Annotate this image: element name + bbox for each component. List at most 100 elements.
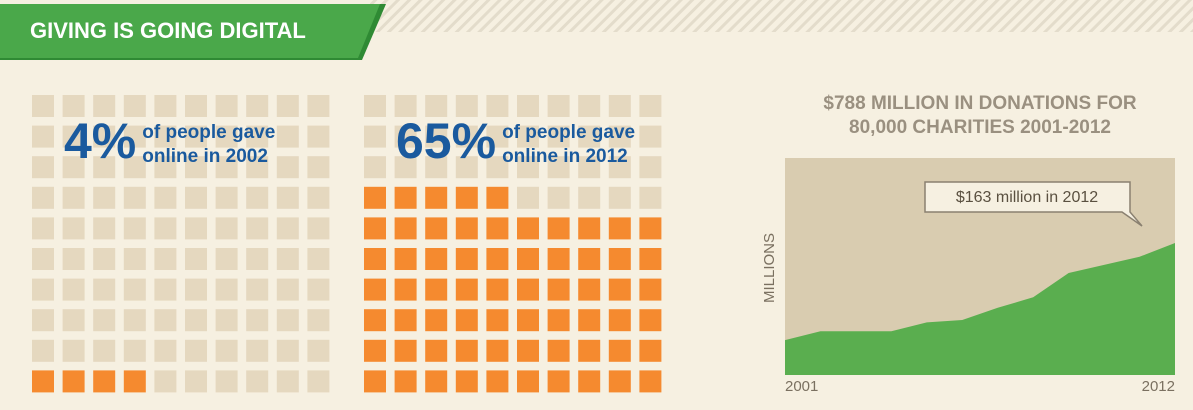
waffle-cell [93,95,116,117]
waffle-cell [364,95,386,117]
waffle-cell-filled [547,217,570,240]
waffle-cell [246,278,269,301]
waffle-cell-filled [455,186,478,209]
waffle-cell-filled [486,217,509,240]
waffle-cell-filled [486,248,509,270]
waffle-cell-filled [425,278,448,301]
waffle-cell [185,125,207,148]
waffle-cell [123,278,146,301]
waffle-cell-filled [486,309,509,332]
waffle-cell-filled [394,339,417,362]
waffle-cell-filled [394,248,417,270]
waffle-cell [154,370,177,393]
waffle-cell-filled [639,278,662,301]
waffle-cell-filled [455,339,478,362]
waffle-cell-filled [517,248,539,270]
waffle-cell-filled [123,370,146,393]
waffle-cell-filled [455,278,478,301]
waffle-cell [32,339,54,362]
waffle-cell [276,278,299,301]
waffle-cell [62,95,85,117]
waffle-cell [154,186,177,209]
waffle-cell-filled [608,309,631,332]
waffle-cell [307,309,330,332]
waffle-cell [547,186,570,209]
waffle-cell [547,125,570,148]
waffle-cell-filled [32,370,54,393]
annotation-box [924,181,1143,227]
waffle-cell [246,186,269,209]
waffle-cell [185,95,207,117]
waffle-cell [307,156,330,179]
waffle-cell [608,186,631,209]
waffle-cell [154,339,177,362]
waffle-cell [215,309,238,332]
waffle-cell [123,248,146,270]
waffle-cell-filled [578,248,601,270]
waffle-cell-filled [578,217,601,240]
waffle-cell [185,370,207,393]
waffle-cell [425,156,448,179]
x-tick-label: 2012 [1142,378,1175,395]
waffle-cell [154,278,177,301]
waffle-cell [394,95,417,117]
waffle-cell [455,95,478,117]
waffle-cell [32,248,54,270]
waffle-cell-filled [364,370,386,393]
waffle-cell [425,95,448,117]
waffle-cell [307,370,330,393]
waffle-cell [93,186,116,209]
waffle-cell-filled [394,186,417,209]
waffle-cell [517,125,539,148]
waffle-cell [62,156,85,179]
waffle-cell [307,339,330,362]
waffle-cell [154,248,177,270]
waffle-cell [276,248,299,270]
waffle-cell-filled [486,370,509,393]
waffle-cell [123,95,146,117]
waffle-cell [123,217,146,240]
waffle-cell [32,95,54,117]
waffle-cell [486,125,509,148]
waffle-cell [517,156,539,179]
waffle-cell-filled [394,217,417,240]
waffle-cell [486,95,509,117]
banner-title: GIVING IS GOING DIGITAL [30,18,306,43]
waffle-cell [246,370,269,393]
waffle-cell-filled [547,278,570,301]
waffle-cell-filled [364,278,386,301]
waffle-cell-filled [578,339,601,362]
waffle-cell-filled [517,339,539,362]
caption: of people gave [142,122,275,143]
waffle-cell [62,217,85,240]
waffle-cell [608,125,631,148]
waffle-cell [154,156,177,179]
waffle-cell [307,278,330,301]
waffle-cell [185,309,207,332]
waffle-cell [517,95,539,117]
waffle-cell [276,309,299,332]
waffle-cell-filled [364,339,386,362]
waffle-cell-filled [578,309,601,332]
waffle-cell [93,217,116,240]
waffle-cell-filled [425,248,448,270]
waffle-cell [215,186,238,209]
waffle-cell-filled [486,186,509,209]
waffle-cell-filled [639,309,662,332]
banner [0,4,380,58]
waffle-cell [215,156,238,179]
waffle-cell-filled [639,217,662,240]
caption: online in 2002 [142,146,268,167]
waffle-cell [93,339,116,362]
waffle-cell-filled [364,186,386,209]
waffle-cell-filled [425,309,448,332]
waffle-cell [123,125,146,148]
waffle-cell [93,309,116,332]
waffle-cell [123,309,146,332]
waffle-cell [32,186,54,209]
waffle-cell [123,339,146,362]
waffle-cell [276,339,299,362]
waffle-cell [62,339,85,362]
